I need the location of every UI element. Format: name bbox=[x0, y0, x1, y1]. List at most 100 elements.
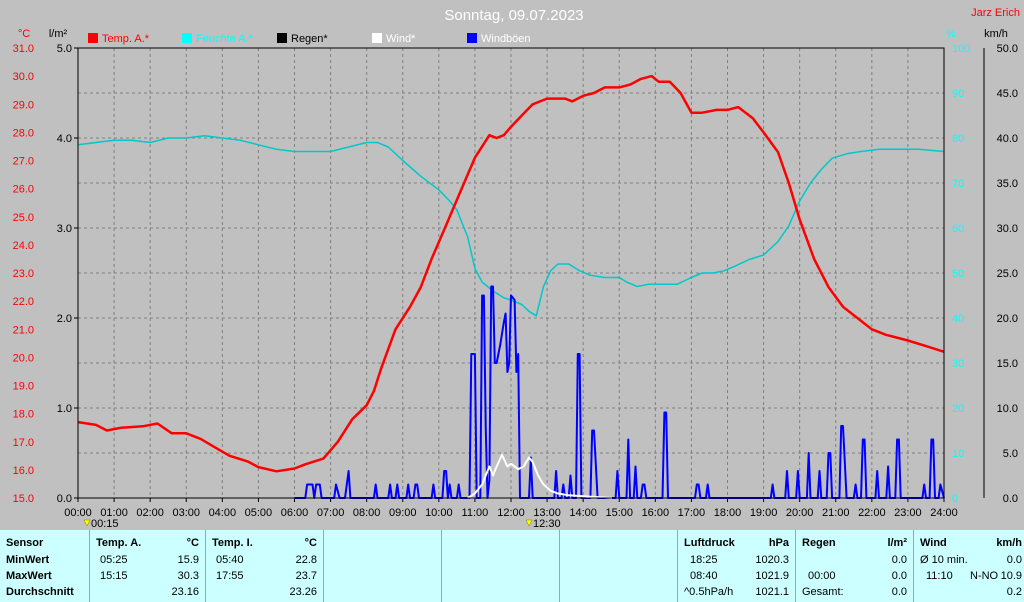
temp-i-max-time: 17:55 bbox=[216, 570, 244, 582]
x-tick-label: 08:00 bbox=[353, 507, 381, 519]
x-tick-label: 13:00 bbox=[533, 507, 561, 519]
humidity-tick-label: 40 bbox=[952, 313, 964, 325]
wind-tick-label: 5.0 bbox=[1003, 448, 1018, 460]
x-tick-label: 05:00 bbox=[245, 507, 273, 519]
pressure-avg: 1021.1 bbox=[755, 586, 789, 598]
stats-col-temp-a: Temp. A. °C 05:25 15.9 15:15 30.3 23.16 bbox=[90, 530, 206, 602]
temp-i-max-value: 23.7 bbox=[295, 570, 317, 582]
rain-header: Regen bbox=[802, 537, 836, 549]
x-tick-label: 11:00 bbox=[462, 507, 489, 519]
rain-tick-label: 3.0 bbox=[57, 223, 72, 235]
rain-tick-label: 2.0 bbox=[57, 313, 72, 325]
wind-avg-label: Ø 10 min. bbox=[920, 554, 968, 566]
rain-tick-label: 5.0 bbox=[57, 43, 72, 55]
temp-tick-label: 23.0 bbox=[13, 268, 34, 280]
stats-col-empty-3 bbox=[560, 530, 678, 602]
rain-unit: l/m² bbox=[887, 537, 907, 549]
x-tick-label: 19:00 bbox=[750, 507, 778, 519]
temp-axis-unit: °C bbox=[18, 28, 30, 40]
rain-total-value: 0.0 bbox=[891, 586, 907, 598]
humidity-tick-label: 70 bbox=[952, 178, 964, 190]
row-label-avg: Durchschnitt bbox=[6, 586, 74, 598]
x-tick-label: 15:00 bbox=[605, 507, 633, 519]
wind-tick-label: 35.0 bbox=[997, 178, 1018, 190]
legend-swatch bbox=[277, 33, 287, 43]
marker-label: 00:15 bbox=[91, 518, 119, 530]
x-tick-label: 17:00 bbox=[678, 507, 706, 519]
wind-tick-label: 20.0 bbox=[997, 313, 1018, 325]
wind-tick-label: 15.0 bbox=[997, 358, 1018, 370]
temp-a-max-time: 15:15 bbox=[100, 570, 128, 582]
temp-tick-label: 26.0 bbox=[13, 184, 34, 196]
x-tick-label: 24:00 bbox=[930, 507, 958, 519]
humidity-tick-label: 50 bbox=[952, 268, 964, 280]
temp-i-header: Temp. I. bbox=[212, 537, 253, 549]
stats-col-rain: Regen l/m² 0.0 00:00 0.0 Gesamt: 0.0 bbox=[796, 530, 914, 602]
temp-a-unit: °C bbox=[186, 537, 199, 549]
pressure-unit: hPa bbox=[768, 537, 789, 549]
temp-tick-label: 15.0 bbox=[13, 493, 34, 505]
row-label-max: MaxWert bbox=[6, 570, 52, 582]
pressure-min-time: 18:25 bbox=[690, 554, 718, 566]
rain-tick-label: 0.0 bbox=[57, 493, 72, 505]
pressure-trend: ^0.5hPa/h bbox=[684, 586, 734, 598]
sunset-marker: 12:30 bbox=[525, 518, 561, 530]
legend-item: Regen* bbox=[277, 33, 328, 45]
author-label: Jarz Erich bbox=[971, 7, 1020, 19]
x-tick-label: 00:00 bbox=[64, 507, 92, 519]
row-label-min: MinWert bbox=[6, 554, 50, 566]
row-label-sensor: Sensor bbox=[6, 537, 44, 549]
temp-a-max-value: 30.3 bbox=[177, 570, 199, 582]
wind-unit: km/h bbox=[996, 537, 1022, 549]
pressure-header: Luftdruck bbox=[684, 537, 735, 549]
wind-tick-label: 40.0 bbox=[997, 133, 1018, 145]
temp-tick-label: 22.0 bbox=[13, 296, 34, 308]
wind-max-direction: N-NO bbox=[970, 570, 999, 582]
wind-avg-value: 0.0 bbox=[1006, 554, 1022, 566]
chart-title: Sonntag, 09.07.2023 bbox=[444, 7, 583, 24]
stats-col-pressure: Luftdruck hPa 18:25 1020.3 08:40 1021.9 … bbox=[678, 530, 796, 602]
x-tick-label: 02:00 bbox=[136, 507, 164, 519]
temp-a-min-time: 05:25 bbox=[100, 554, 128, 566]
rain-value-2: 0.0 bbox=[891, 570, 907, 582]
x-tick-label: 09:00 bbox=[389, 507, 417, 519]
sun-icon bbox=[83, 519, 91, 527]
x-tick-label: 22:00 bbox=[858, 507, 886, 519]
series-line-temp bbox=[77, 74, 945, 473]
wind-tick-label: 50.0 bbox=[997, 43, 1018, 55]
series-line-wind bbox=[467, 453, 613, 499]
legend-label: Feuchte A.* bbox=[196, 33, 254, 45]
humidity-tick-label: 20 bbox=[952, 403, 964, 415]
temp-tick-label: 16.0 bbox=[13, 465, 34, 477]
temp-tick-label: 17.0 bbox=[13, 437, 34, 449]
sun-icon bbox=[525, 519, 533, 527]
wind-daily-avg: 0.2 bbox=[1006, 586, 1022, 598]
plot-frame bbox=[77, 47, 945, 499]
temp-tick-label: 29.0 bbox=[13, 99, 34, 111]
rain-time-2: 00:00 bbox=[808, 570, 836, 582]
temp-tick-label: 25.0 bbox=[13, 212, 34, 224]
wind-axis-unit: km/h bbox=[984, 28, 1008, 40]
humidity-tick-label: 60 bbox=[952, 223, 964, 235]
sunrise-marker: 00:15 bbox=[83, 518, 119, 530]
wind-tick-label: 30.0 bbox=[997, 223, 1018, 235]
humidity-tick-label: 30 bbox=[952, 358, 964, 370]
rain-axis-unit: l/m² bbox=[49, 28, 68, 40]
temp-i-min-time: 05:40 bbox=[216, 554, 244, 566]
temp-tick-label: 28.0 bbox=[13, 127, 34, 139]
x-tick-label: 20:00 bbox=[786, 507, 814, 519]
x-tick-label: 10:00 bbox=[425, 507, 453, 519]
axes: 15.0 16.0 17.0 18.0 19.0 20.0 21.0 22.0 23.0 24.0… bbox=[13, 43, 1018, 530]
temp-tick-label: 19.0 bbox=[13, 381, 34, 393]
wind-tick-label: 10.0 bbox=[997, 403, 1018, 415]
legend-label: Regen* bbox=[291, 33, 328, 45]
temp-tick-label: 30.0 bbox=[13, 71, 34, 83]
wind-max-value: 10.9 bbox=[1000, 570, 1022, 582]
humidity-tick-label: 100 bbox=[952, 43, 970, 55]
legend-item: Feuchte A.* bbox=[182, 33, 254, 45]
x-tick-label: 18:00 bbox=[714, 507, 742, 519]
temp-tick-label: 20.0 bbox=[13, 352, 34, 364]
series-line-humidity bbox=[77, 135, 945, 317]
wind-max-time: 11:10 bbox=[926, 570, 953, 582]
rain-tick-label: 1.0 bbox=[57, 403, 72, 415]
